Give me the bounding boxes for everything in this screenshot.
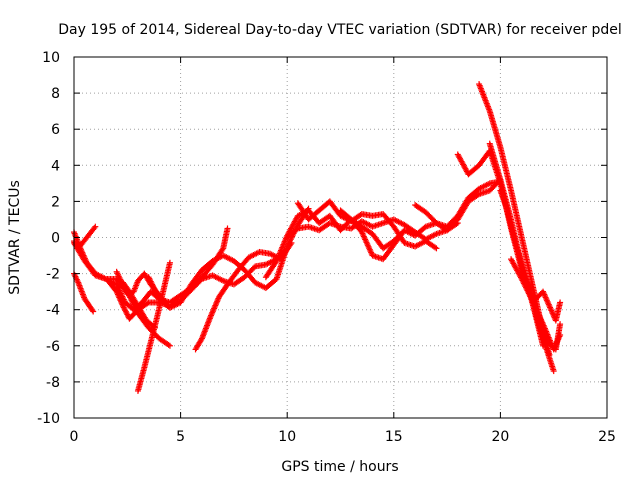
x-tick-label: 5: [176, 429, 185, 445]
y-tick-label: 2: [51, 194, 60, 210]
y-tick-label: 6: [51, 122, 60, 138]
data-point: [91, 225, 98, 232]
series-arc-4: [71, 270, 97, 315]
x-axis-label: GPS time / hours: [281, 459, 398, 475]
series-arc-8: [113, 279, 159, 331]
data-point: [152, 324, 159, 331]
data-point: [557, 331, 564, 338]
y-tick-label: 0: [51, 231, 60, 247]
data-point: [293, 226, 300, 233]
x-tick-label: 15: [385, 429, 403, 445]
y-tick-label: -10: [37, 411, 60, 427]
data-point: [550, 368, 557, 375]
x-tick-label: 0: [70, 429, 79, 445]
series-arc-9: [145, 205, 312, 311]
y-tick-label: -6: [46, 339, 60, 355]
y-tick-label: -8: [46, 375, 60, 391]
data-point: [165, 341, 172, 348]
x-tick-label: 25: [598, 429, 616, 445]
data-point: [90, 308, 97, 315]
data-point: [150, 323, 157, 330]
series-arc-2: [71, 225, 231, 313]
series-arc-15: [412, 178, 504, 230]
data-point: [288, 239, 295, 246]
series-arc-10: [192, 239, 295, 353]
series-arc-21: [529, 288, 564, 324]
data-point: [557, 321, 564, 328]
y-axis-label: SDTVAR / TECUs: [7, 180, 23, 295]
y-tick-label: 8: [51, 86, 60, 102]
data-point: [433, 245, 440, 252]
tick-labels: 0 5 10 15 20 25 -10 -8 -6 -4 -2 0 2 4 6 8 10: [37, 50, 616, 445]
y-tick-label: 10: [42, 50, 60, 66]
y-tick-label: 4: [51, 158, 60, 174]
data-point: [198, 336, 205, 343]
data-point: [144, 300, 151, 307]
data-point: [166, 342, 173, 349]
data-point: [224, 225, 231, 232]
data-point: [287, 241, 294, 248]
data-point: [219, 246, 226, 253]
axis-ticks: [73, 56, 608, 419]
chart-title: Day 195 of 2014, Sidereal Day-to-day VTE…: [58, 22, 622, 38]
y-tick-label: -4: [46, 303, 60, 319]
series-arc-13: [294, 198, 440, 252]
data-point: [89, 307, 96, 314]
grid-lines: [74, 57, 607, 418]
x-tick-label: 20: [491, 429, 509, 445]
data-point: [92, 223, 99, 230]
data-series: [71, 81, 564, 394]
data-point: [432, 244, 439, 251]
plot-frame: [73, 56, 608, 419]
x-tick-label: 10: [278, 429, 296, 445]
data-point: [166, 259, 173, 266]
y-tick-label: -2: [46, 267, 60, 283]
data-point: [557, 299, 564, 306]
